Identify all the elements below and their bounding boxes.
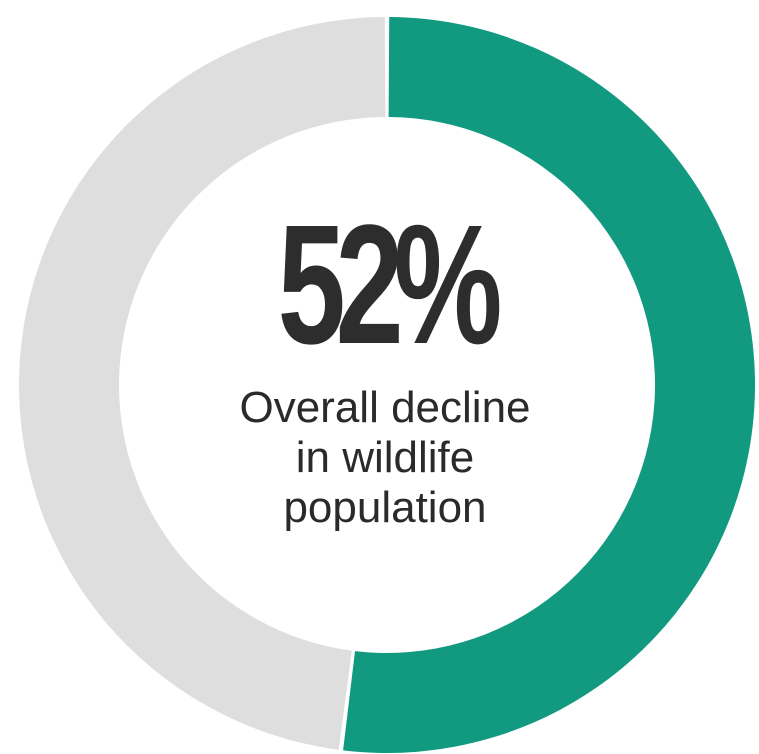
caption-line-1: Overall decline xyxy=(239,383,531,432)
caption-line-3: population xyxy=(283,483,487,532)
percentage-value: 52% xyxy=(277,190,503,380)
caption-line-2: in wildlife xyxy=(295,433,475,482)
donut-slice-decline xyxy=(343,17,756,753)
center-label: 52% Overall decline in wildlife populati… xyxy=(190,195,580,533)
donut-slice-remainder xyxy=(19,17,386,750)
